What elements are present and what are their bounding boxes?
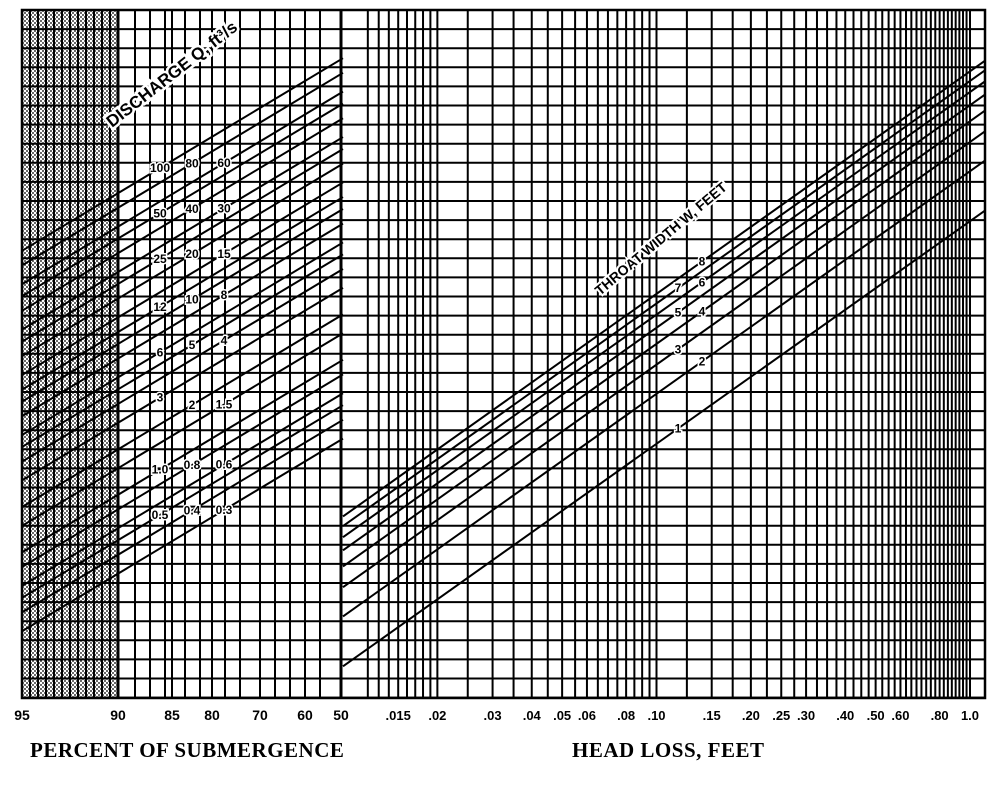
throat-width-label: 8 [699, 255, 706, 269]
discharge-line [21, 268, 344, 463]
right-tick-label: 1.0 [961, 708, 979, 723]
discharge-line [21, 222, 344, 418]
left-tick-label: 95 [14, 707, 30, 723]
discharge-line [21, 57, 344, 252]
discharge-label: 30 [217, 201, 231, 215]
discharge-label: 1.5 [216, 398, 233, 412]
right-tick-label: .10 [647, 708, 665, 723]
discharge-label: 12 [153, 300, 167, 314]
discharge-label: 80 [185, 156, 199, 170]
throat-width-label: 7 [675, 281, 682, 295]
discharge-line [21, 71, 344, 267]
discharge-label: 20 [185, 247, 199, 261]
throat-width-label: 2 [699, 355, 706, 369]
right-tick-label: .08 [617, 708, 635, 723]
right-tick-label: .60 [891, 708, 909, 723]
right-tick-label: .25 [772, 708, 790, 723]
discharge-label: 0.5 [152, 508, 169, 522]
left-tick-label: 50 [333, 707, 349, 723]
discharge-label: 6 [157, 345, 164, 359]
right-tick-label: .50 [867, 708, 885, 723]
throat-width-line [342, 59, 986, 518]
discharge-line [21, 253, 344, 448]
discharge-line [21, 90, 344, 286]
right-tick-label: .30 [797, 708, 815, 723]
discharge-label: 60 [217, 156, 231, 170]
discharge-line [21, 313, 344, 508]
tick-labels: 95 90 85 80 70 60 50 .015 .02 .03 .04 .05 .06 .08 .10.… [14, 707, 979, 723]
discharge-line [21, 241, 344, 436]
discharge-label: 5 [189, 338, 196, 352]
right-tick-label: .40 [836, 708, 854, 723]
discharge-label: 3 [157, 391, 164, 405]
discharge-line [21, 373, 344, 568]
discharge-line [21, 208, 344, 403]
discharge-line [21, 181, 344, 376]
right-tick-label: .15 [703, 708, 721, 723]
discharge-label: 25 [153, 252, 167, 266]
left-tick-label: 85 [164, 707, 180, 723]
discharge-line [21, 404, 344, 599]
throat-width-line [342, 109, 986, 568]
discharge-label: 0.6 [216, 458, 233, 472]
throat-width-line [342, 69, 986, 527]
right-tick-label: .20 [742, 708, 760, 723]
throat-width-label: 1 [675, 422, 682, 436]
right-tick-label: .015 [386, 708, 411, 723]
throat-width-line [342, 93, 986, 552]
discharge-label: 100 [150, 161, 170, 175]
left-tick-label: 70 [252, 707, 268, 723]
right-axis-title: HEAD LOSS, FEET [572, 738, 765, 762]
discharge-label: 0.3 [216, 503, 233, 517]
discharge-label: 2 [189, 398, 196, 412]
discharge-label: 0.8 [184, 458, 201, 472]
discharge-line [21, 418, 344, 614]
discharge-line [21, 358, 344, 554]
plot-frame [20, 8, 987, 700]
throat-width-lines [342, 59, 986, 668]
throat-width-label: 4 [699, 305, 706, 319]
discharge-label: 8 [221, 288, 228, 302]
throat-width-line [342, 80, 986, 539]
discharge-line [21, 392, 344, 587]
left-tick-label: 80 [204, 707, 220, 723]
right-tick-label: .06 [578, 708, 596, 723]
discharge-label: 40 [185, 202, 199, 216]
grid [20, 8, 987, 700]
discharge-line [21, 332, 344, 527]
discharge-label: 10 [185, 293, 199, 307]
left-tick-label: 60 [297, 707, 313, 723]
left-axis-title: PERCENT OF SUBMERGENCE [30, 738, 345, 762]
discharge-lines [21, 57, 344, 633]
throat-width-line [342, 130, 986, 588]
right-tick-label: .04 [523, 708, 542, 723]
discharge-line [21, 102, 344, 298]
discharge-label: 4 [221, 333, 228, 347]
discharge-line [21, 162, 344, 358]
discharge-line [21, 196, 344, 391]
discharge-line [21, 437, 344, 633]
left-tick-label: 90 [110, 707, 126, 723]
throat-width-line [342, 209, 986, 668]
discharge-line [21, 148, 344, 343]
discharge-line [21, 136, 344, 331]
right-tick-label: .03 [484, 708, 502, 723]
discharge-label: 1.0 [152, 463, 169, 477]
right-tick-label: .80 [931, 708, 949, 723]
discharge-line [21, 286, 344, 482]
discharge-label: 50 [153, 206, 167, 220]
discharge-label: 15 [217, 247, 231, 261]
right-tick-label: .05 [553, 708, 571, 723]
throat-width-label: 3 [675, 342, 682, 356]
throat-width-line [342, 159, 986, 618]
throat-width-label: 6 [699, 275, 706, 289]
right-tick-label: .02 [428, 708, 446, 723]
throat-width-label: 5 [675, 305, 682, 319]
discharge-label: 0.4 [184, 503, 201, 517]
discharge-line [21, 117, 344, 312]
